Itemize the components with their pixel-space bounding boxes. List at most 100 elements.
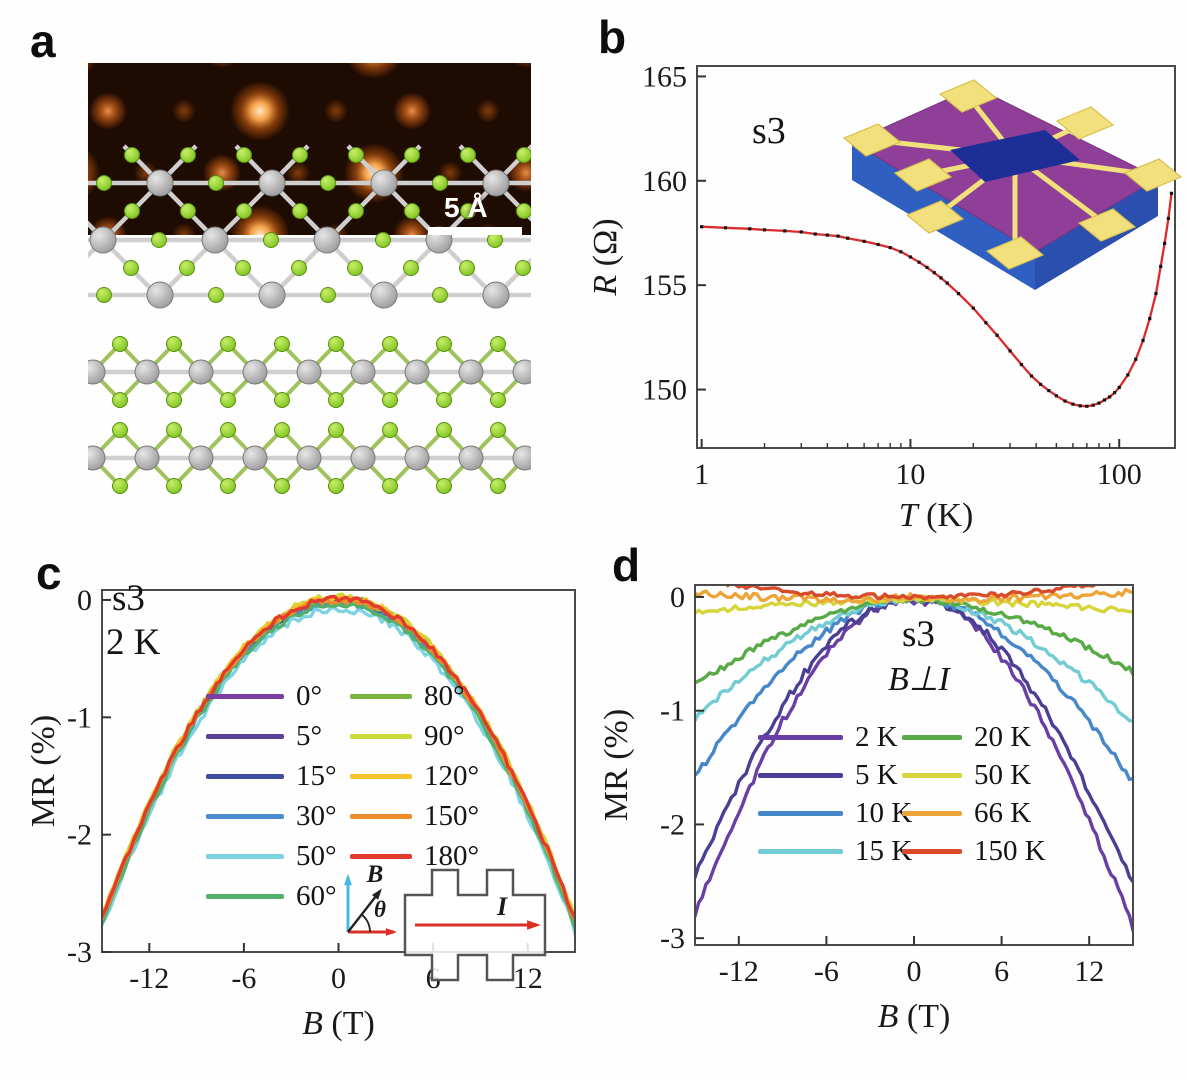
electrode-pad — [1077, 208, 1137, 242]
sample-flake — [950, 130, 1080, 182]
data-point — [1063, 399, 1067, 403]
electrode-pad — [985, 236, 1045, 270]
legend-swatch — [902, 772, 962, 778]
y-tick-label: 160 — [642, 165, 687, 198]
data-point — [1112, 391, 1117, 395]
data-point — [1154, 291, 1158, 296]
legend-swatch — [758, 810, 843, 816]
data-point — [945, 281, 949, 285]
legend-item: 120° — [350, 756, 479, 796]
legend-swatch — [206, 813, 284, 819]
x-tick-label: -12 — [719, 955, 759, 988]
legend-label: 5 K — [855, 758, 898, 791]
field-axis-label: B — [366, 861, 384, 888]
legend-item: 5° — [206, 716, 337, 756]
legend-swatch — [758, 734, 843, 740]
legend-item: 66 K — [902, 794, 1046, 832]
curve-2K — [696, 596, 1132, 932]
legend-label: 90° — [424, 719, 465, 752]
legend-swatch — [350, 853, 412, 859]
angle-label: θ — [374, 897, 386, 922]
legend-item: 15° — [206, 756, 337, 796]
legend-c-column-2: 80° 90° 120° 150° 180° — [350, 676, 479, 876]
legend-item: 0° — [206, 676, 337, 716]
data-point — [845, 236, 850, 240]
plot-frame — [696, 65, 1176, 449]
data-point — [723, 226, 728, 230]
legend-swatch — [758, 772, 843, 778]
electrode-pad — [893, 158, 953, 192]
chart-resistance-vs-temperature: 1 10 100 165 160 155 150 T (K) R (Ω) — [590, 60, 1176, 534]
legend-swatch — [206, 693, 284, 699]
scale-bar-label: 5 Å — [444, 192, 488, 223]
panel-label-b: b — [598, 11, 627, 63]
data-point — [984, 321, 988, 325]
data-point — [1134, 357, 1138, 361]
data-point — [1019, 362, 1023, 367]
legend-label: 0° — [296, 679, 323, 712]
legend-item: 80° — [350, 676, 479, 716]
y-axis-label: R (Ω) — [590, 218, 624, 296]
legend-label: 66 K — [974, 796, 1032, 829]
x-tick-label: -6 — [814, 955, 839, 988]
data-point — [908, 255, 913, 259]
y-axis-label: MR (%) — [30, 715, 62, 827]
side-view-structure — [88, 336, 531, 494]
data-point — [762, 228, 767, 232]
data-point — [813, 232, 817, 236]
y-tick-label: 0 — [670, 581, 685, 614]
data-point — [1108, 395, 1112, 399]
legend-d-column-1: 2 K 5 K 10 K 15 K — [758, 718, 912, 870]
data-point — [1117, 385, 1121, 390]
data-point — [1097, 401, 1101, 405]
data-point — [932, 271, 936, 275]
legend-label: 30° — [296, 799, 337, 832]
legend-item: 2 K — [758, 718, 912, 756]
legend-item: 20 K — [902, 718, 1046, 756]
data-point — [1038, 382, 1043, 386]
y-axis-label: MR (%) — [600, 709, 635, 821]
x-tick-label: 0 — [907, 955, 922, 988]
data-point — [1047, 388, 1051, 393]
x-tick-label: 0 — [331, 962, 346, 995]
legend-label: 50 K — [974, 758, 1032, 791]
legend-swatch — [350, 773, 412, 779]
measurement-geometry-inset: I Bθ — [344, 861, 547, 982]
data-point — [1091, 403, 1095, 407]
y-tick-label: -3 — [660, 922, 685, 955]
data-point — [1166, 216, 1170, 220]
scale-bar — [428, 227, 522, 235]
legend-swatch — [902, 734, 962, 740]
data-point — [971, 306, 975, 310]
legend-label: 15° — [296, 759, 337, 792]
legend-label: 150° — [424, 799, 480, 832]
data-point — [836, 234, 840, 238]
legend-item: 50 K — [902, 756, 1046, 794]
data-point — [1071, 402, 1075, 406]
data-point — [939, 276, 943, 280]
legend-swatch — [206, 773, 284, 779]
x-tick-label: 100 — [1097, 458, 1142, 491]
data-point — [899, 250, 903, 254]
x-tick-label: 1 — [694, 458, 709, 491]
chart-mr-vs-field-temperatures: -12 -6 0 6 12 0 -1 -2 -3 B (T) MR (%) — [600, 581, 1134, 1035]
legend-item: 90° — [350, 716, 479, 756]
curve-50° — [103, 606, 574, 935]
y-tick-label: -1 — [67, 701, 92, 734]
electrode-pad — [842, 123, 902, 157]
legend-item: 5 K — [758, 756, 912, 794]
y-tick-label: 0 — [77, 584, 92, 617]
legend-item: 50° — [206, 836, 337, 876]
data-point — [1126, 373, 1130, 377]
electrode-pad — [905, 200, 965, 234]
y-tick-label: 155 — [642, 269, 687, 302]
data-point — [995, 333, 999, 337]
data-point — [917, 260, 921, 264]
curve-180° — [103, 594, 574, 919]
crystal-lattice-overlay — [88, 144, 531, 309]
electrode-pad — [1123, 158, 1183, 192]
legend-label: 180° — [424, 839, 480, 872]
data-point — [888, 246, 892, 250]
data-point — [825, 233, 829, 237]
